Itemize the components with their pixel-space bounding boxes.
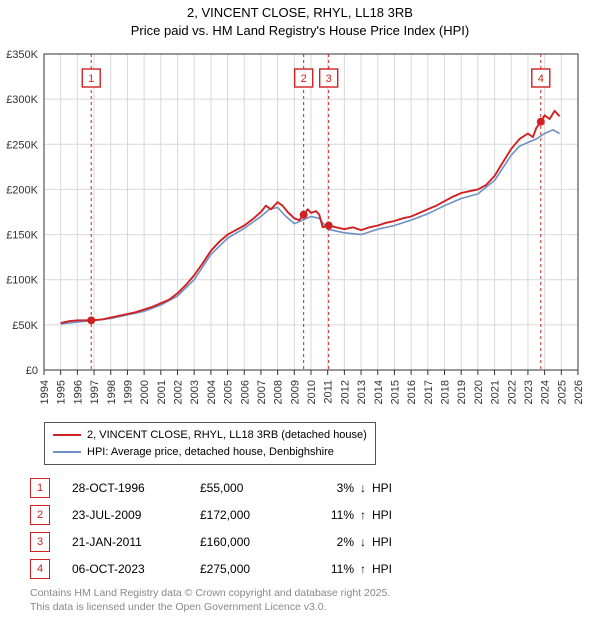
svg-text:2000: 2000 (139, 380, 151, 404)
transaction-row: 1 28-OCT-1996£55,0003%↓HPI (30, 474, 406, 501)
transaction-row: 4 06-OCT-2023£275,00011%↑HPI (30, 555, 406, 582)
svg-text:2001: 2001 (156, 380, 168, 404)
svg-text:4: 4 (538, 73, 544, 85)
svg-text:2012: 2012 (339, 380, 351, 404)
footer: Contains HM Land Registry data © Crown c… (30, 586, 390, 614)
legend: 2, VINCENT CLOSE, RHYL, LL18 3RB (detach… (44, 422, 376, 465)
svg-text:2025: 2025 (556, 380, 568, 404)
legend-item: 2, VINCENT CLOSE, RHYL, LL18 3RB (detach… (53, 427, 367, 444)
transaction-pct: 11% (304, 562, 354, 576)
chart-title: 2, VINCENT CLOSE, RHYL, LL18 3RB Price p… (0, 0, 600, 39)
legend-item: HPI: Average price, detached house, Denb… (53, 444, 367, 461)
footer-line-2: This data is licensed under the Open Gov… (30, 600, 390, 614)
legend-label: 2, VINCENT CLOSE, RHYL, LL18 3RB (detach… (87, 427, 367, 444)
transaction-hpi-label: HPI (372, 508, 406, 522)
svg-text:2: 2 (301, 73, 307, 85)
svg-text:2013: 2013 (356, 380, 368, 404)
svg-text:£150K: £150K (6, 230, 38, 242)
footer-line-1: Contains HM Land Registry data © Crown c… (30, 586, 390, 600)
transaction-hpi-label: HPI (372, 481, 406, 495)
svg-text:2008: 2008 (273, 380, 285, 404)
svg-text:2026: 2026 (573, 380, 585, 404)
transaction-date: 06-OCT-2023 (72, 562, 200, 576)
arrow-up-icon: ↑ (354, 562, 372, 576)
legend-swatch (53, 434, 81, 436)
svg-text:2024: 2024 (540, 380, 552, 404)
price-chart: £0 £50K £100K £150K £200K £250K £300K £350K 1994… (0, 46, 600, 416)
transaction-date: 28-OCT-1996 (72, 481, 200, 495)
svg-text:1994: 1994 (39, 380, 51, 404)
transaction-marker: 1 (30, 478, 50, 498)
transaction-price: £172,000 (200, 508, 304, 522)
transaction-marker: 3 (30, 532, 50, 552)
svg-text:£200K: £200K (6, 184, 38, 196)
title-line-1: 2, VINCENT CLOSE, RHYL, LL18 3RB (0, 4, 600, 22)
svg-text:2016: 2016 (406, 380, 418, 404)
svg-text:2015: 2015 (389, 380, 401, 404)
svg-text:£250K: £250K (6, 139, 38, 151)
svg-text:1: 1 (88, 73, 94, 85)
title-line-2: Price paid vs. HM Land Registry's House … (0, 22, 600, 40)
svg-text:£100K: £100K (6, 275, 38, 287)
svg-text:2014: 2014 (373, 380, 385, 404)
svg-text:2010: 2010 (306, 380, 318, 404)
svg-text:1995: 1995 (56, 380, 68, 404)
legend-label: HPI: Average price, detached house, Denb… (87, 444, 334, 461)
svg-text:2017: 2017 (423, 380, 435, 404)
transaction-row: 2 23-JUL-2009£172,00011%↑HPI (30, 501, 406, 528)
svg-text:2022: 2022 (506, 380, 518, 404)
svg-text:2020: 2020 (473, 380, 485, 404)
svg-text:2018: 2018 (440, 380, 452, 404)
arrow-down-icon: ↓ (354, 481, 372, 495)
svg-text:2006: 2006 (239, 380, 251, 404)
legend-swatch (53, 451, 81, 453)
svg-text:2011: 2011 (323, 380, 335, 404)
svg-text:2019: 2019 (456, 380, 468, 404)
svg-text:1996: 1996 (72, 380, 84, 404)
svg-text:£350K: £350K (6, 49, 38, 61)
svg-text:2002: 2002 (173, 380, 185, 404)
transaction-row: 3 21-JAN-2011£160,0002%↓HPI (30, 528, 406, 555)
svg-text:2007: 2007 (256, 380, 268, 404)
svg-text:1997: 1997 (89, 380, 101, 404)
transaction-pct: 11% (304, 508, 354, 522)
transaction-pct: 2% (304, 535, 354, 549)
transaction-price: £55,000 (200, 481, 304, 495)
svg-text:2005: 2005 (223, 380, 235, 404)
transaction-marker: 4 (30, 559, 50, 579)
svg-text:£50K: £50K (12, 320, 38, 332)
svg-text:£0: £0 (26, 365, 38, 377)
transaction-marker: 2 (30, 505, 50, 525)
svg-text:£300K: £300K (6, 94, 38, 106)
transaction-pct: 3% (304, 481, 354, 495)
arrow-down-icon: ↓ (354, 535, 372, 549)
svg-text:1998: 1998 (106, 380, 118, 404)
svg-text:2003: 2003 (189, 380, 201, 404)
transaction-hpi-label: HPI (372, 562, 406, 576)
transaction-date: 21-JAN-2011 (72, 535, 200, 549)
transaction-price: £160,000 (200, 535, 304, 549)
transactions-table: 128-OCT-1996£55,0003%↓HPI223-JUL-2009£17… (30, 474, 406, 582)
svg-text:2023: 2023 (523, 380, 535, 404)
arrow-up-icon: ↑ (354, 508, 372, 522)
svg-text:2004: 2004 (206, 380, 218, 404)
svg-text:2021: 2021 (490, 380, 502, 404)
transaction-hpi-label: HPI (372, 535, 406, 549)
svg-text:1999: 1999 (122, 380, 134, 404)
svg-text:3: 3 (326, 73, 332, 85)
svg-text:2009: 2009 (289, 380, 301, 404)
transaction-date: 23-JUL-2009 (72, 508, 200, 522)
transaction-price: £275,000 (200, 562, 304, 576)
